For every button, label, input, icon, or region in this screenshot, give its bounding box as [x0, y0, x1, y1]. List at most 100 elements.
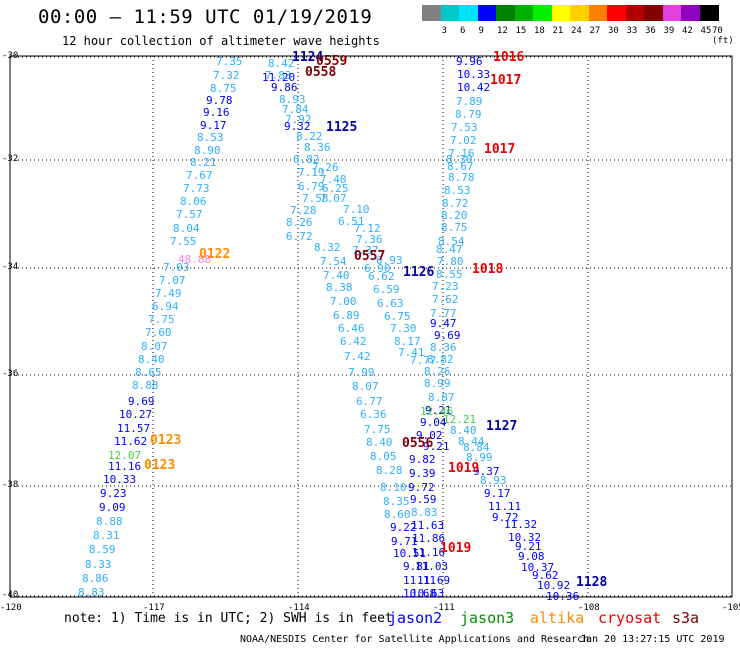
wave-height-value: 8.40 [366, 436, 393, 449]
wave-height-value: 9.17 [200, 119, 227, 132]
pass-time-label: 1018 [472, 262, 504, 277]
wave-height-value: 7.26 [312, 161, 339, 174]
wave-height-value: 11.69 [417, 574, 451, 587]
color-scale-label: 42 [682, 26, 693, 36]
wave-height-value: 8.93 [480, 474, 507, 487]
wave-height-value: 7.89 [456, 95, 483, 108]
wave-height-value: 8.04 [173, 222, 200, 235]
wave-height-value: 8.65 [135, 366, 162, 379]
wave-height-value: 7.10 [343, 203, 370, 216]
wave-height-value: 11.20 [262, 71, 296, 84]
wave-height-value: 9.08 [518, 550, 545, 563]
pass-time-label: 1124 [292, 50, 324, 65]
wave-height-value: 7.12 [354, 222, 381, 235]
wave-height-value: 11.32 [504, 518, 538, 531]
wave-height-value: 8.22 [296, 130, 323, 143]
wave-height-value: 8.33 [85, 558, 112, 571]
wave-height-value: 7.23 [432, 280, 459, 293]
wave-height-value: 8.54 [438, 235, 465, 248]
wave-height-value: 8.38 [326, 281, 353, 294]
wave-height-value: 12.07 [108, 449, 142, 462]
wave-height-value: 8.40 [450, 424, 477, 437]
wave-height-value: 7.00 [330, 295, 357, 308]
color-swatch [551, 5, 571, 21]
wave-height-value: 9.09 [99, 501, 126, 514]
wave-height-value: 8.07 [352, 380, 379, 393]
wave-height-value: 6.79 [298, 180, 325, 193]
color-swatch [699, 5, 719, 21]
wave-height-value: 8.06 [180, 195, 207, 208]
wave-height-value: 8.35 [383, 495, 410, 508]
wave-height-value: 6.42 [340, 335, 367, 348]
pass-time-label: 0122 [199, 247, 231, 262]
wave-height-value: 11.62 [114, 435, 148, 448]
wave-height-value: 8.31 [93, 529, 120, 542]
plot-border [9, 55, 733, 598]
wave-height-value: 8.44 [458, 435, 485, 448]
wave-height-value: 9.21 [423, 440, 450, 453]
wave-height-value: 8.79 [455, 108, 482, 121]
latitude-label: -30 [2, 51, 19, 61]
latitude-label: -36 [2, 369, 19, 379]
wave-height-value: 6.51 [338, 215, 365, 228]
wave-height-value: 9.21 [425, 404, 452, 417]
pass-time-label: 0556 [402, 436, 434, 451]
wave-height-value: 7.40 [320, 173, 347, 186]
wave-height-value: 7.16 [448, 147, 475, 160]
wave-height-value: 8.99 [466, 451, 493, 464]
wave-height-value: 7.58 [302, 192, 329, 205]
wave-height-value: 9.21 [515, 540, 542, 553]
wave-height-value: 9.71 [391, 535, 418, 548]
satellite-legend-cryosat: cryosat [598, 609, 662, 627]
footer-note: note: 1) Time is in UTC; 2) SWH is in fe… [64, 611, 393, 626]
wave-height-value: 7.28 [290, 204, 317, 217]
wave-height-value: 7.77 [430, 307, 457, 320]
wave-height-value: 6.62 [368, 270, 395, 283]
wave-height-value: 8.53 [197, 131, 224, 144]
color-scale-label: 36 [645, 26, 656, 36]
wave-height-value: 48.88 [178, 253, 212, 266]
wave-height-value: 10.33 [457, 68, 491, 81]
pass-time-label: 1127 [486, 419, 518, 434]
wave-height-value: 8.75 [210, 82, 237, 95]
color-scale-legend: 3 6 9 12 15 18 21 24 27 30 33 36 39 42 45 70 (ft) [422, 5, 734, 46]
wave-height-value: 7.99 [348, 366, 375, 379]
color-swatch [514, 5, 534, 21]
longitude-label: -114 [288, 603, 310, 613]
map-subtitle: 12 hour collection of altimeter wave hei… [62, 34, 380, 48]
color-swatch [625, 5, 645, 21]
wave-height-value: 9.16 [203, 106, 230, 119]
wave-height-value: 7.83 [265, 69, 292, 82]
color-swatch [588, 5, 608, 21]
wave-height-value: 9.23 [100, 487, 127, 500]
wave-height-value: 9.22 [390, 521, 417, 534]
wave-height-value: 7.32 [213, 69, 240, 82]
wave-height-value: 11.86 [412, 532, 446, 545]
wave-height-value: 8.47 [436, 243, 463, 256]
color-swatch [440, 5, 460, 21]
satellite-legend-altika: altika [530, 609, 585, 627]
wave-height-value: 9.04 [420, 416, 447, 429]
wave-height-value: 8.36 [304, 141, 331, 154]
wave-height-value: 6.93 [376, 254, 403, 267]
wave-height-value: 7.54 [320, 255, 347, 268]
wave-height-value: 7.19 [298, 166, 325, 179]
pass-time-label: 0558 [305, 65, 337, 80]
color-swatch [477, 5, 497, 21]
wave-height-value: 11.03 [415, 560, 449, 573]
wave-height-value: 8.84 [463, 441, 490, 454]
wave-height-value: 7.07 [159, 274, 186, 287]
color-scale-label: 70 (ft) [712, 26, 734, 46]
wave-height-value: 8.53 [444, 184, 471, 197]
wave-height-value: 10.92 [537, 579, 571, 592]
wave-height-value: 7.49 [155, 287, 182, 300]
wave-height-value: 9.81 [403, 560, 430, 573]
pass-time-label: 1017 [490, 73, 522, 88]
wave-height-value: 8.99 [424, 377, 451, 390]
wave-height-value: 6.75 [384, 310, 411, 323]
wave-height-value: 7.84 [282, 103, 309, 116]
wave-height-value: 8.72 [442, 197, 469, 210]
wave-height-value: 8.82 [427, 353, 454, 366]
wave-height-value: 8.30 [446, 153, 473, 166]
color-scale-label: 9 [478, 26, 484, 36]
